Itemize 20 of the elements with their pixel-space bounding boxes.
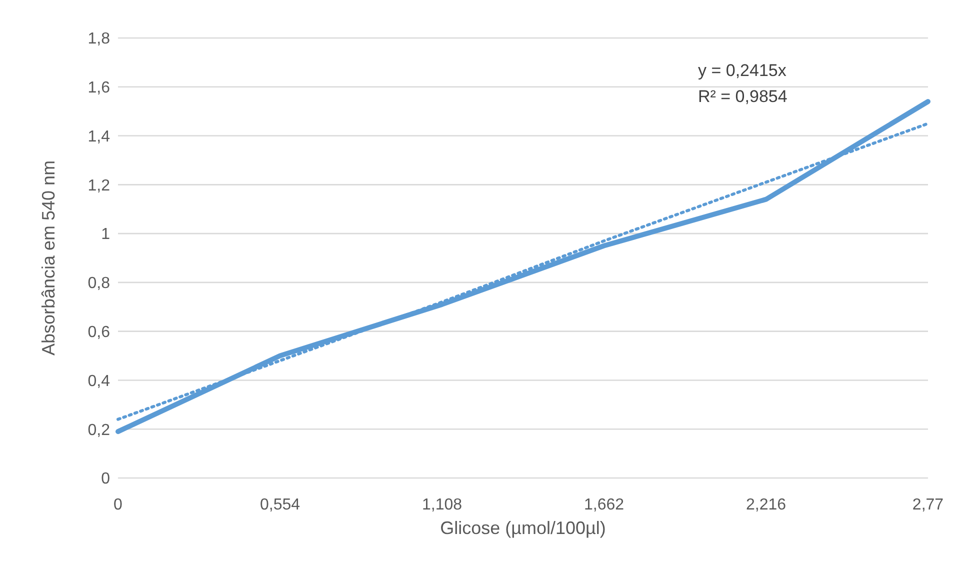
y-tick-label: 0,8 [88,275,110,292]
annotation: R² = 0,9854 [698,86,788,108]
x-tick-label: 1,662 [584,496,624,514]
y-tick-label: 1,2 [88,177,110,194]
x-tick-label: 0,554 [260,496,300,514]
y-tick-label: 1,8 [88,30,110,48]
x-axis-title: Glicose (µmol/100µl) [440,518,606,538]
x-tick-label: 0 [114,496,123,514]
y-tick-label: 0,6 [88,324,110,342]
y-tick-label: 0,4 [88,372,110,390]
x-tick-label: 2,216 [746,496,786,514]
annotation: y = 0,2415x [698,60,788,82]
y-tick-label: 0,2 [88,422,110,439]
y-tick-label: 1,6 [88,80,110,97]
y-axis-title: Absorbância em 540 nm [38,160,58,356]
y-tick-label: 1,4 [88,128,110,146]
x-tick-label: 1,108 [422,496,462,514]
x-tick-label: 2,77 [912,496,944,514]
y-tick-label: 0 [101,470,110,488]
y-tick-label: 1 [101,226,110,244]
